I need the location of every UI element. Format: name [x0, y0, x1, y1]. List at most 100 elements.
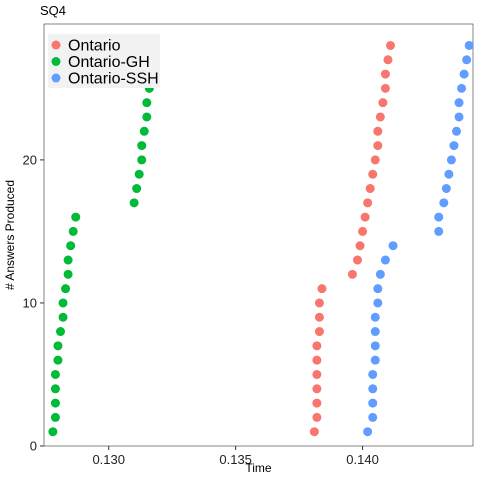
legend-label: Ontario	[68, 38, 121, 55]
data-point	[50, 369, 60, 379]
data-point	[347, 269, 357, 279]
data-point	[370, 341, 380, 351]
data-point	[137, 141, 147, 151]
data-point	[373, 284, 383, 294]
data-point	[358, 226, 368, 236]
data-point	[373, 141, 383, 151]
data-point	[53, 355, 63, 365]
data-point	[355, 241, 365, 251]
x-tick-label: 0.140	[346, 452, 379, 467]
data-point	[312, 398, 322, 408]
data-point	[363, 198, 373, 208]
series-0	[309, 40, 395, 437]
data-point	[370, 312, 380, 322]
data-point	[375, 269, 385, 279]
data-point	[142, 98, 152, 108]
data-point	[373, 126, 383, 136]
data-point	[454, 112, 464, 122]
x-tick-label: 0.130	[92, 452, 125, 467]
data-point	[132, 184, 142, 194]
data-point	[314, 298, 324, 308]
data-point	[383, 55, 393, 65]
data-point	[63, 269, 73, 279]
data-point	[454, 98, 464, 108]
data-point	[363, 427, 373, 437]
data-point	[368, 398, 378, 408]
data-point	[134, 169, 144, 179]
x-axis-label: Time	[245, 461, 272, 475]
data-point	[434, 226, 444, 236]
data-point	[314, 312, 324, 322]
data-point	[370, 355, 380, 365]
data-point	[444, 169, 454, 179]
data-point	[56, 327, 65, 337]
series-2	[363, 40, 474, 437]
data-point	[142, 112, 152, 122]
y-tick-label: 10	[23, 295, 37, 310]
data-point	[449, 141, 459, 151]
data-point	[373, 298, 383, 308]
data-point	[375, 112, 385, 122]
data-point	[50, 398, 60, 408]
data-point	[365, 184, 375, 194]
data-point	[380, 83, 390, 93]
data-point	[368, 384, 378, 394]
legend-key	[51, 73, 61, 83]
data-point	[312, 355, 322, 365]
data-point	[386, 40, 395, 50]
data-point	[66, 241, 76, 251]
data-point	[370, 327, 380, 337]
data-point	[368, 169, 378, 179]
data-point	[58, 298, 68, 308]
data-point	[353, 255, 362, 265]
data-point	[312, 341, 322, 351]
data-point	[53, 341, 63, 351]
data-point	[388, 241, 398, 251]
legend-label: Ontario-GH	[68, 54, 150, 71]
legend-box	[48, 34, 160, 88]
axes-layer: 0.130 0.135 0.140 0 10 20	[23, 152, 379, 467]
data-point	[441, 184, 451, 194]
data-point	[462, 55, 472, 65]
y-tick-label: 20	[23, 152, 37, 167]
data-point	[139, 126, 149, 136]
data-point	[58, 312, 68, 322]
legend-key	[51, 57, 61, 66]
points-layer	[48, 40, 474, 437]
data-point	[380, 69, 390, 79]
data-point	[129, 198, 139, 208]
data-point	[368, 369, 378, 379]
data-point	[317, 284, 327, 294]
x-tick-label: 0.135	[219, 452, 252, 467]
data-point	[457, 83, 467, 93]
data-point	[314, 327, 324, 337]
data-point	[459, 69, 469, 79]
data-point	[464, 40, 474, 50]
data-point	[378, 98, 388, 108]
data-point	[452, 126, 461, 136]
chart-title: SQ4	[40, 3, 66, 18]
data-point	[312, 369, 322, 379]
legend-key	[51, 40, 61, 50]
data-point	[309, 427, 319, 437]
y-tick-label: 0	[30, 439, 37, 454]
y-axis-label: # Answers Produced	[3, 180, 17, 290]
data-point	[368, 412, 378, 422]
data-point	[439, 198, 449, 208]
plot-panel	[43, 23, 474, 447]
data-point	[360, 212, 370, 222]
data-point	[380, 255, 390, 265]
legend-label: Ontario-SSH	[68, 71, 159, 88]
data-point	[50, 412, 60, 422]
data-point	[312, 384, 322, 394]
data-point	[50, 384, 60, 394]
data-point	[68, 226, 78, 236]
data-point	[61, 284, 71, 294]
data-point	[71, 212, 81, 222]
data-point	[312, 412, 322, 422]
data-point	[370, 155, 380, 165]
data-point	[446, 155, 456, 165]
